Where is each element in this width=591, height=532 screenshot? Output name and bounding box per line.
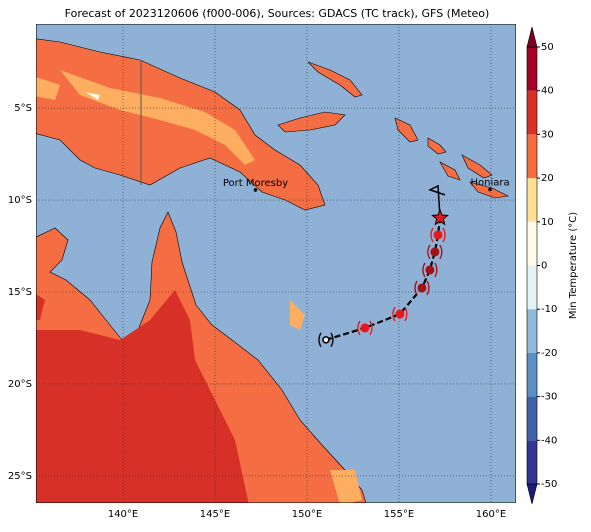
colorbar-bin <box>527 309 537 353</box>
colorbar-tick-label: 40 <box>541 86 554 97</box>
colorbar-tick-label: -30 <box>541 392 557 403</box>
lat-tick-label: 10°S <box>8 195 32 206</box>
colorbar-bin <box>527 396 537 441</box>
colorbar-tick-label: 20 <box>541 173 554 184</box>
place-dot <box>253 188 258 192</box>
storm-point <box>433 230 443 240</box>
colorbar-bin <box>527 440 537 484</box>
land-new-ireland <box>307 61 363 98</box>
storm-point <box>395 309 405 319</box>
highland-peak <box>85 92 100 100</box>
colorbar-under <box>526 483 538 505</box>
land-island <box>461 154 493 179</box>
colorbar-tick-label: 50 <box>541 42 554 53</box>
warm-zone <box>36 290 249 503</box>
storm-point <box>430 247 440 257</box>
storm-point <box>425 265 435 275</box>
colorbar-tick-label: 30 <box>541 129 554 140</box>
cool-zone <box>290 300 305 330</box>
storm-arm <box>422 262 438 278</box>
lat-tick-label: 20°S <box>8 379 32 390</box>
storm-point <box>360 323 370 333</box>
track-past <box>428 184 446 218</box>
storm-arm <box>392 306 408 322</box>
colorbar-bin <box>527 221 537 266</box>
storm-arm <box>414 280 430 296</box>
colorbar-bin <box>527 352 537 397</box>
place-label: Honiara <box>470 178 509 189</box>
storm-point <box>322 336 330 344</box>
colorbar-tick-label: -20 <box>541 348 557 359</box>
land-island <box>394 117 419 143</box>
colorbar-tick-label: 10 <box>541 217 554 228</box>
place-label: Port Moresby <box>223 178 288 189</box>
land-new-britain <box>277 111 346 133</box>
warm-zone <box>36 294 45 320</box>
colorbar-bin <box>527 134 537 179</box>
lon-tick-label: 145°E <box>200 509 230 520</box>
lon-tick-label: 140°E <box>108 509 138 520</box>
place-dot <box>488 187 492 192</box>
colorbar-bin <box>527 178 537 222</box>
lat-tick-label: 25°S <box>8 471 32 482</box>
storm-arm <box>427 244 443 260</box>
storm-arm <box>357 320 373 336</box>
colorbar-bin <box>527 47 537 91</box>
storm-star <box>431 208 449 226</box>
colorbar-tick-label: -40 <box>541 435 557 446</box>
highland-zone <box>36 77 60 100</box>
colorbar-label: Min Temperature (°C) <box>568 212 579 319</box>
land-island <box>439 161 461 181</box>
colorbar-over <box>526 26 538 48</box>
cool-zone <box>330 470 362 503</box>
colorbar-bin <box>527 90 537 135</box>
colorbar-tick-label: -50 <box>541 479 557 490</box>
lon-tick-label: 160°E <box>476 509 506 520</box>
storm-arm <box>430 227 446 243</box>
storm-arm <box>318 332 334 348</box>
colorbar-tick-label: 0 <box>541 261 547 272</box>
title: Forecast of 2023120606 (f000-006), Sourc… <box>65 7 490 20</box>
lon-tick-label: 155°E <box>384 509 414 520</box>
map-area <box>36 24 516 503</box>
lat-tick-label: 5°S <box>14 103 32 114</box>
highland-zone <box>60 70 255 165</box>
overlays: 140°E 145°E 150°E 155°E 160°E 5°S 10°S 15°S 20°S… <box>8 24 579 520</box>
lat-tick-label: 15°S <box>8 287 32 298</box>
colorbar-bin <box>527 265 537 310</box>
storm-point <box>417 283 427 293</box>
colorbar-tick-label: -10 <box>541 304 557 315</box>
lon-tick-label: 150°E <box>292 509 322 520</box>
land-island <box>427 137 447 155</box>
